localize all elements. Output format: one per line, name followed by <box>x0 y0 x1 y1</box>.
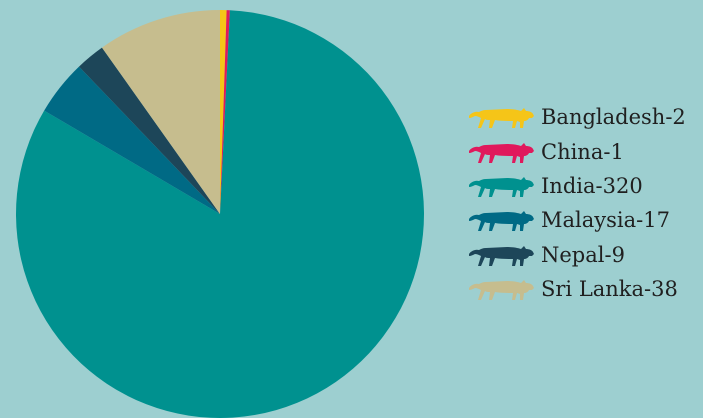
legend-item-india: India-320 <box>467 169 686 203</box>
tiger-icon <box>467 173 535 199</box>
legend-item-malaysia: Malaysia-17 <box>467 203 686 237</box>
legend-label: Malaysia-17 <box>541 208 670 233</box>
tiger-icon <box>467 207 535 233</box>
legend-label: Sri Lanka-38 <box>541 277 678 302</box>
tiger-icon <box>467 276 535 302</box>
pie-slice-nepal <box>79 47 220 214</box>
pie-slice-bangladesh <box>220 10 227 214</box>
legend-label: India-320 <box>541 173 643 198</box>
pie-slice-india <box>16 10 425 418</box>
pie-slice-malaysia <box>44 66 221 215</box>
legend-item-nepal: Nepal-9 <box>467 238 686 272</box>
tiger-icon <box>467 242 535 268</box>
pie-slice-sri-lanka <box>101 10 220 214</box>
pie-slice-china <box>220 10 230 214</box>
legend: Bangladesh-2 China-1 India-320 Malaysia-17 N… <box>467 100 686 306</box>
legend-label: China-1 <box>541 139 624 164</box>
legend-item-sri-lanka: Sri Lanka-38 <box>467 272 686 306</box>
tiger-icon <box>467 104 535 130</box>
legend-item-china: China-1 <box>467 134 686 168</box>
legend-label: Bangladesh-2 <box>541 105 686 130</box>
legend-item-bangladesh: Bangladesh-2 <box>467 100 686 134</box>
tiger-icon <box>467 139 535 165</box>
pie-chart <box>16 10 425 418</box>
legend-label: Nepal-9 <box>541 242 625 267</box>
